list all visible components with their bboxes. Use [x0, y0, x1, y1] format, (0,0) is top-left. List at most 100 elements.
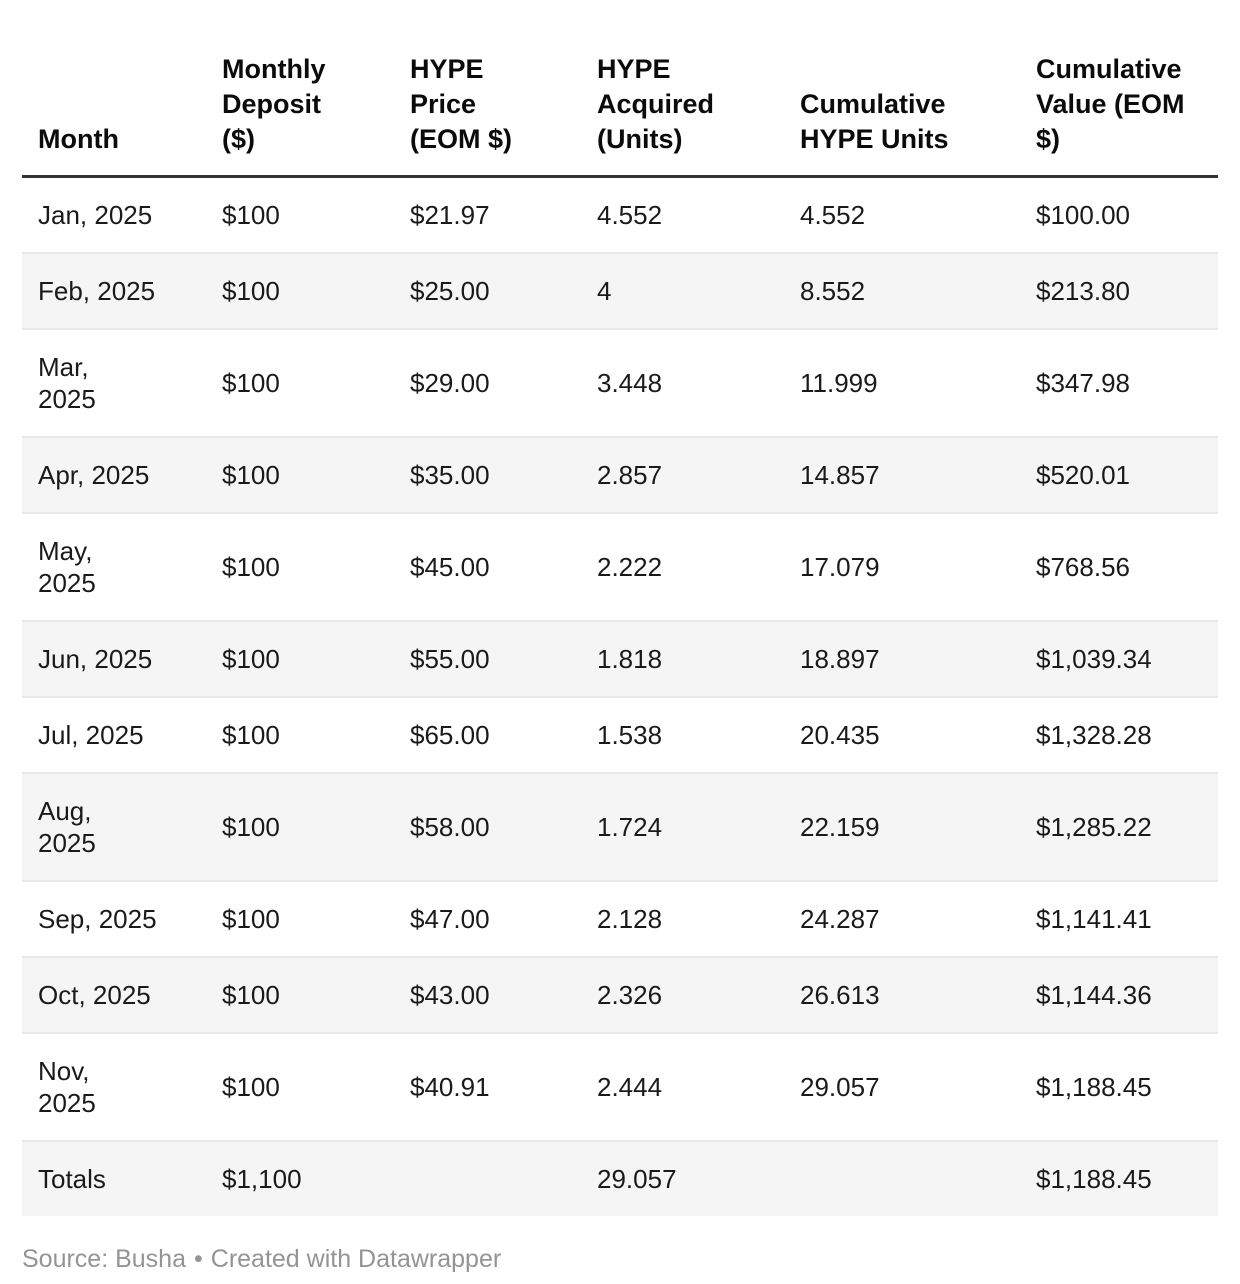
table-row: Apr, 2025 $100 $35.00 2.857 14.857 $520.01 — [22, 437, 1218, 513]
cell-monthly-deposit: $100 — [222, 644, 280, 674]
cell-cumulative-value: $213.80 — [1036, 276, 1130, 306]
cell-cumulative-units: 22.159 — [800, 812, 880, 842]
cell-hype-price: $35.00 — [410, 460, 490, 490]
cell-monthly-deposit: $100 — [222, 200, 280, 230]
column-header-month: Month — [22, 24, 206, 178]
cell-month: Feb, 2025 — [38, 276, 156, 306]
cell-hype-acquired: 4.552 — [597, 200, 663, 230]
cell-month: Jan, 2025 — [38, 200, 153, 230]
cell-hype-price: $25.00 — [410, 276, 490, 306]
cell-hype-price: $45.00 — [410, 552, 490, 582]
cell-cumulative-units: 18.897 — [800, 644, 880, 674]
cell-hype-acquired: 1.724 — [597, 812, 663, 842]
cell-cumulative-value: $1,188.45 — [1036, 1164, 1152, 1194]
cell-monthly-deposit: $100 — [222, 276, 280, 306]
cell-month: Totals — [38, 1164, 106, 1194]
cell-hype-price: $58.00 — [410, 812, 490, 842]
cell-monthly-deposit: $100 — [222, 460, 280, 490]
source-label: Source: Busha — [22, 1245, 186, 1273]
cell-monthly-deposit: $100 — [222, 812, 280, 842]
cell-monthly-deposit: $100 — [222, 980, 280, 1010]
datawrapper-credit-link[interactable]: Created with Datawrapper — [210, 1245, 502, 1273]
cell-cumulative-value: $1,285.22 — [1036, 812, 1152, 842]
cell-cumulative-value: $1,039.34 — [1036, 644, 1152, 674]
cell-cumulative-value: $1,188.45 — [1036, 1072, 1152, 1102]
cell-hype-acquired: 4 — [597, 276, 612, 306]
cell-hype-price: $40.91 — [410, 1072, 490, 1102]
cell-cumulative-value: $768.56 — [1036, 552, 1130, 582]
attribution-footer: Source: Busha • Created with Datawrapper — [22, 1244, 1218, 1274]
cell-month: Nov, 2025 — [38, 1056, 96, 1118]
cell-hype-price: $43.00 — [410, 980, 490, 1010]
cell-month: May, 2025 — [38, 536, 96, 598]
cell-monthly-deposit: $1,100 — [222, 1164, 302, 1194]
cell-hype-price: $21.97 — [410, 200, 490, 230]
cell-hype-acquired: 2.128 — [597, 904, 663, 934]
cell-monthly-deposit: $100 — [222, 720, 280, 750]
cell-hype-price: $29.00 — [410, 368, 490, 398]
cell-month: Jul, 2025 — [38, 720, 144, 750]
cell-hype-acquired: 2.326 — [597, 980, 663, 1010]
cell-hype-acquired: 1.538 — [597, 720, 663, 750]
cell-cumulative-units: 4.552 — [800, 200, 866, 230]
cell-month: Aug, 2025 — [38, 796, 96, 858]
cell-cumulative-units: 8.552 — [800, 276, 866, 306]
table-row: Oct, 2025 $100 $43.00 2.326 26.613 $1,144.36 — [22, 957, 1218, 1033]
table-row: Aug, 2025 $100 $58.00 1.724 22.159 $1,285.22 — [22, 773, 1218, 881]
cell-cumulative-units: 24.287 — [800, 904, 880, 934]
column-header-hype-acquired: HYPE Acquired (Units) — [581, 24, 784, 178]
cell-monthly-deposit: $100 — [222, 552, 280, 582]
cell-cumulative-units: 20.435 — [800, 720, 880, 750]
table-body: Jan, 2025 $100 $21.97 4.552 4.552 $100.00 Feb,… — [22, 177, 1218, 1216]
table-row: Jan, 2025 $100 $21.97 4.552 4.552 $100.00 — [22, 177, 1218, 254]
cell-cumulative-units: 17.079 — [800, 552, 880, 582]
table-row: Mar, 2025 $100 $29.00 3.448 11.999 $347.98 — [22, 329, 1218, 437]
table-header: Month Monthly Deposit ($) HYPE Price (EO… — [22, 24, 1218, 178]
footer-separator: • — [194, 1245, 203, 1273]
cell-hype-price: $55.00 — [410, 644, 490, 674]
cell-cumulative-value: $347.98 — [1036, 368, 1130, 398]
cell-hype-acquired: 29.057 — [597, 1164, 677, 1194]
cell-cumulative-value: $1,328.28 — [1036, 720, 1152, 750]
column-header-cumulative-units: Cumulative HYPE Units — [784, 24, 1020, 178]
cell-month: Apr, 2025 — [38, 460, 150, 490]
cell-month: Mar, 2025 — [38, 352, 96, 414]
cell-cumulative-value: $1,144.36 — [1036, 980, 1152, 1010]
header-row: Month Monthly Deposit ($) HYPE Price (EO… — [22, 24, 1218, 178]
cell-cumulative-units: 26.613 — [800, 980, 880, 1010]
cell-cumulative-units: 11.999 — [800, 368, 878, 398]
cell-cumulative-value: $520.01 — [1036, 460, 1130, 490]
cell-hype-acquired: 3.448 — [597, 368, 663, 398]
totals-row: Totals $1,100 29.057 $1,188.45 — [22, 1141, 1218, 1216]
cell-cumulative-units: 14.857 — [800, 460, 880, 490]
cell-hype-acquired: 1.818 — [597, 644, 663, 674]
cell-hype-price — [394, 1141, 581, 1216]
column-header-cumulative-value: Cumulative Value (EOM $) — [1020, 24, 1218, 178]
cell-monthly-deposit: $100 — [222, 904, 280, 934]
cell-month: Sep, 2025 — [38, 904, 157, 934]
table-row: Sep, 2025 $100 $47.00 2.128 24.287 $1,141.41 — [22, 881, 1218, 957]
cell-hype-price: $47.00 — [410, 904, 490, 934]
cell-cumulative-units — [784, 1141, 1020, 1216]
cell-hype-acquired: 2.857 — [597, 460, 663, 490]
cell-monthly-deposit: $100 — [222, 368, 280, 398]
cell-monthly-deposit: $100 — [222, 1072, 280, 1102]
cell-hype-price: $65.00 — [410, 720, 490, 750]
cell-hype-acquired: 2.444 — [597, 1072, 663, 1102]
cell-cumulative-units: 29.057 — [800, 1072, 880, 1102]
column-header-hype-price: HYPE Price (EOM $) — [394, 24, 581, 178]
table-row: Feb, 2025 $100 $25.00 4 8.552 $213.80 — [22, 253, 1218, 329]
table-row: Jun, 2025 $100 $55.00 1.818 18.897 $1,039.34 — [22, 621, 1218, 697]
dca-table: Month Monthly Deposit ($) HYPE Price (EO… — [22, 24, 1218, 1216]
table-row: Nov, 2025 $100 $40.91 2.444 29.057 $1,188.45 — [22, 1033, 1218, 1141]
column-header-monthly-deposit: Monthly Deposit ($) — [206, 24, 394, 178]
cell-month: Jun, 2025 — [38, 644, 153, 674]
table-row: Jul, 2025 $100 $65.00 1.538 20.435 $1,328.28 — [22, 697, 1218, 773]
dca-table-container: Month Monthly Deposit ($) HYPE Price (EO… — [22, 24, 1218, 1216]
cell-cumulative-value: $1,141.41 — [1036, 904, 1152, 934]
table-row: May, 2025 $100 $45.00 2.222 17.079 $768.56 — [22, 513, 1218, 621]
cell-cumulative-value: $100.00 — [1036, 200, 1130, 230]
cell-hype-acquired: 2.222 — [597, 552, 663, 582]
cell-month: Oct, 2025 — [38, 980, 151, 1010]
